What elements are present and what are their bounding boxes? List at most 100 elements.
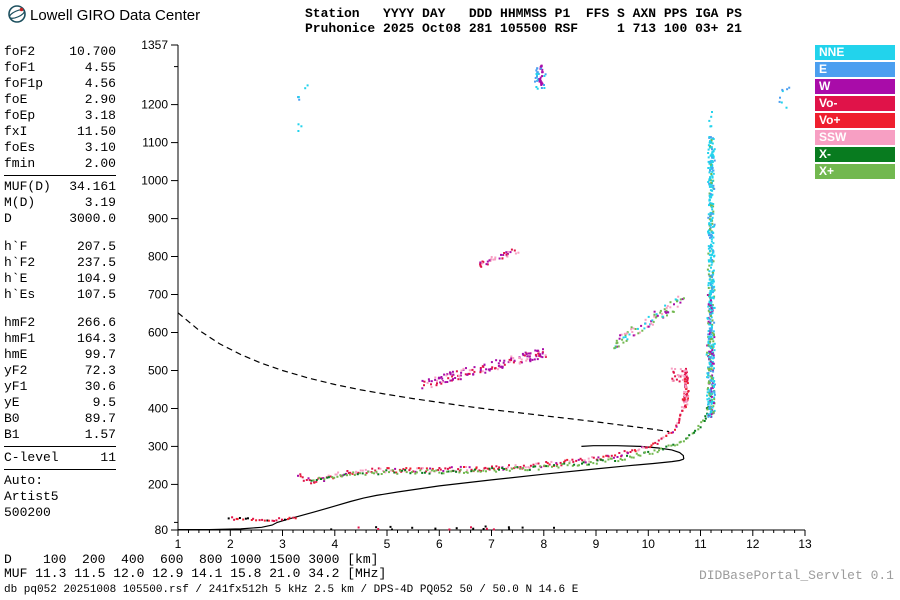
- param-group-autoscaler: Auto: Artist5 500200: [4, 473, 116, 521]
- param-row: C-level 11: [4, 450, 116, 466]
- param-label: foF1: [4, 60, 36, 75]
- x-tick-label: 1: [175, 537, 182, 551]
- param-value: 266.6: [76, 315, 116, 330]
- param-row: hmF1 164.3: [4, 331, 116, 347]
- param-label: foE: [4, 92, 28, 107]
- param-label: yF2: [4, 363, 28, 378]
- legend-item-xplus: X+: [815, 164, 895, 179]
- param-row: foF2 10.700: [4, 44, 116, 60]
- param-label: hmF2: [4, 315, 36, 330]
- param-row: h`E 104.9: [4, 271, 116, 287]
- param-label: yF1: [4, 379, 28, 394]
- param-label: Artist5: [4, 489, 59, 504]
- param-row: Auto:: [4, 473, 116, 489]
- legend-item-xminus: X-: [815, 147, 895, 162]
- giro-logo-icon: [8, 5, 26, 23]
- profile-top-hook: [581, 445, 685, 460]
- param-value: 164.3: [76, 331, 116, 346]
- param-label: fxI: [4, 124, 28, 139]
- param-value: 2.00: [84, 156, 116, 171]
- param-label: B1: [4, 427, 20, 442]
- status-line: db pq052 20251008 105500.rsf / 241fx512h…: [4, 584, 579, 596]
- param-label: foF2: [4, 44, 36, 59]
- param-value: 11: [100, 450, 116, 465]
- param-label: M(D): [4, 195, 36, 210]
- param-label: hmE: [4, 347, 28, 362]
- param-group-virtual-heights: h`F 207.5 h`F2 237.5 h`E 104.9 h`Es 107.5: [4, 239, 116, 303]
- legend-item-nne: NNE: [815, 45, 895, 60]
- cluster-second-hop-800km: [479, 248, 520, 268]
- param-value: 89.7: [84, 411, 116, 426]
- param-row: hmF2 266.6: [4, 315, 116, 331]
- param-value: 11.50: [76, 124, 116, 139]
- muf-distance-row: D 100 200 400 600 800 1000 1500 3000 [km…: [4, 552, 379, 567]
- param-row: yE 9.5: [4, 395, 116, 411]
- param-label: h`F: [4, 239, 28, 254]
- param-row: foF1 4.55: [4, 60, 116, 76]
- trace-es-trace: [227, 516, 297, 522]
- servlet-credit: DIDBasePortal_Servlet 0.1: [698, 568, 894, 583]
- x-tick-label: 9: [593, 537, 600, 551]
- param-group-muf: MUF(D) 34.161 M(D) 3.19 D 3000.0: [4, 179, 116, 227]
- param-value: 3000.0: [69, 211, 116, 226]
- param-label: foF1p: [4, 76, 44, 91]
- y-tick-label: 200: [148, 477, 168, 491]
- param-group-peaks: hmF2 266.6 hmF1 164.3 hmE 99.7 yF2 72.3 yF1 30.6 y…: [4, 315, 116, 443]
- param-row: fxI 11.50: [4, 124, 116, 140]
- cluster-spread-column-upper: [706, 136, 716, 296]
- x-tick-label: 2: [227, 537, 234, 551]
- param-label: yE: [4, 395, 20, 410]
- cluster-multihop-F-band: [421, 348, 547, 390]
- profile-and-muf-curves: [177, 312, 685, 531]
- param-row: fmin 2.00: [4, 156, 116, 172]
- param-value: 72.3: [84, 363, 116, 378]
- param-label: h`F2: [4, 255, 36, 270]
- panel-separator: [4, 175, 116, 176]
- param-value: 3.19: [84, 195, 116, 210]
- x-tick-label: 7: [488, 537, 495, 551]
- param-value: 2.90: [84, 92, 116, 107]
- param-value: 10.700: [69, 44, 116, 59]
- y-axis-ticks: 80 200 300 400 500 600 700 800 900 1000 1100 1200 13…: [141, 38, 178, 537]
- y-tick-label: 900: [148, 212, 168, 226]
- param-label: 500200: [4, 505, 51, 520]
- param-row: h`F 207.5: [4, 239, 116, 255]
- x-tick-label: 5: [384, 537, 391, 551]
- cluster-top-specks-8mhz: [534, 67, 547, 90]
- cluster-bottom-noise: [330, 525, 555, 531]
- param-row: B1 1.57: [4, 427, 116, 443]
- y-tick-label: 700: [148, 288, 168, 302]
- param-label: h`Es: [4, 287, 36, 302]
- station-header-labels: Station YYYY DAY DDD HHMMSS P1 FFS S AXN…: [305, 6, 742, 21]
- x-tick-label: 13: [798, 537, 812, 551]
- y-tick-label: 400: [148, 402, 168, 416]
- param-label: h`E: [4, 271, 28, 286]
- x-tick-label: 6: [436, 537, 443, 551]
- param-value: 9.5: [92, 395, 116, 410]
- param-value: 4.56: [84, 76, 116, 91]
- legend-item-ssw: SSW: [815, 130, 895, 145]
- param-row: D 3000.0: [4, 211, 116, 227]
- param-group-clevel: C-level 11: [4, 450, 116, 466]
- param-value: 34.161: [69, 179, 116, 194]
- cluster-spread-column-top-specks: [708, 111, 713, 128]
- param-value: 3.10: [84, 140, 116, 155]
- cluster-left-speck-1140: [297, 123, 303, 132]
- y-tick-label: 1357: [141, 38, 168, 52]
- muf-values-row: MUF 11.3 11.5 12.0 12.9 14.1 15.8 21.0 3…: [4, 566, 387, 581]
- param-label: foEp: [4, 108, 36, 123]
- station-header-values: Pruhonice 2025 Oct08 281 105500 RSF 1 71…: [305, 21, 742, 36]
- trace-x-mode-trace: [310, 394, 712, 482]
- param-row: M(D) 3.19: [4, 195, 116, 211]
- plot-legend: NNE E W Vo- Vo+ SSW X- X+: [815, 45, 895, 181]
- y-tick-label: 80: [155, 523, 169, 537]
- param-label: B0: [4, 411, 20, 426]
- legend-item-e: E: [815, 62, 895, 77]
- param-row: B0 89.7: [4, 411, 116, 427]
- param-label: C-level: [4, 450, 59, 465]
- x-tick-label: 10: [642, 537, 656, 551]
- parameter-panel: foF2 10.700 foF1 4.55 foF1p 4.56 foE 2.90 foEp 3.…: [4, 44, 116, 521]
- cluster-left-specks-high: [297, 84, 309, 101]
